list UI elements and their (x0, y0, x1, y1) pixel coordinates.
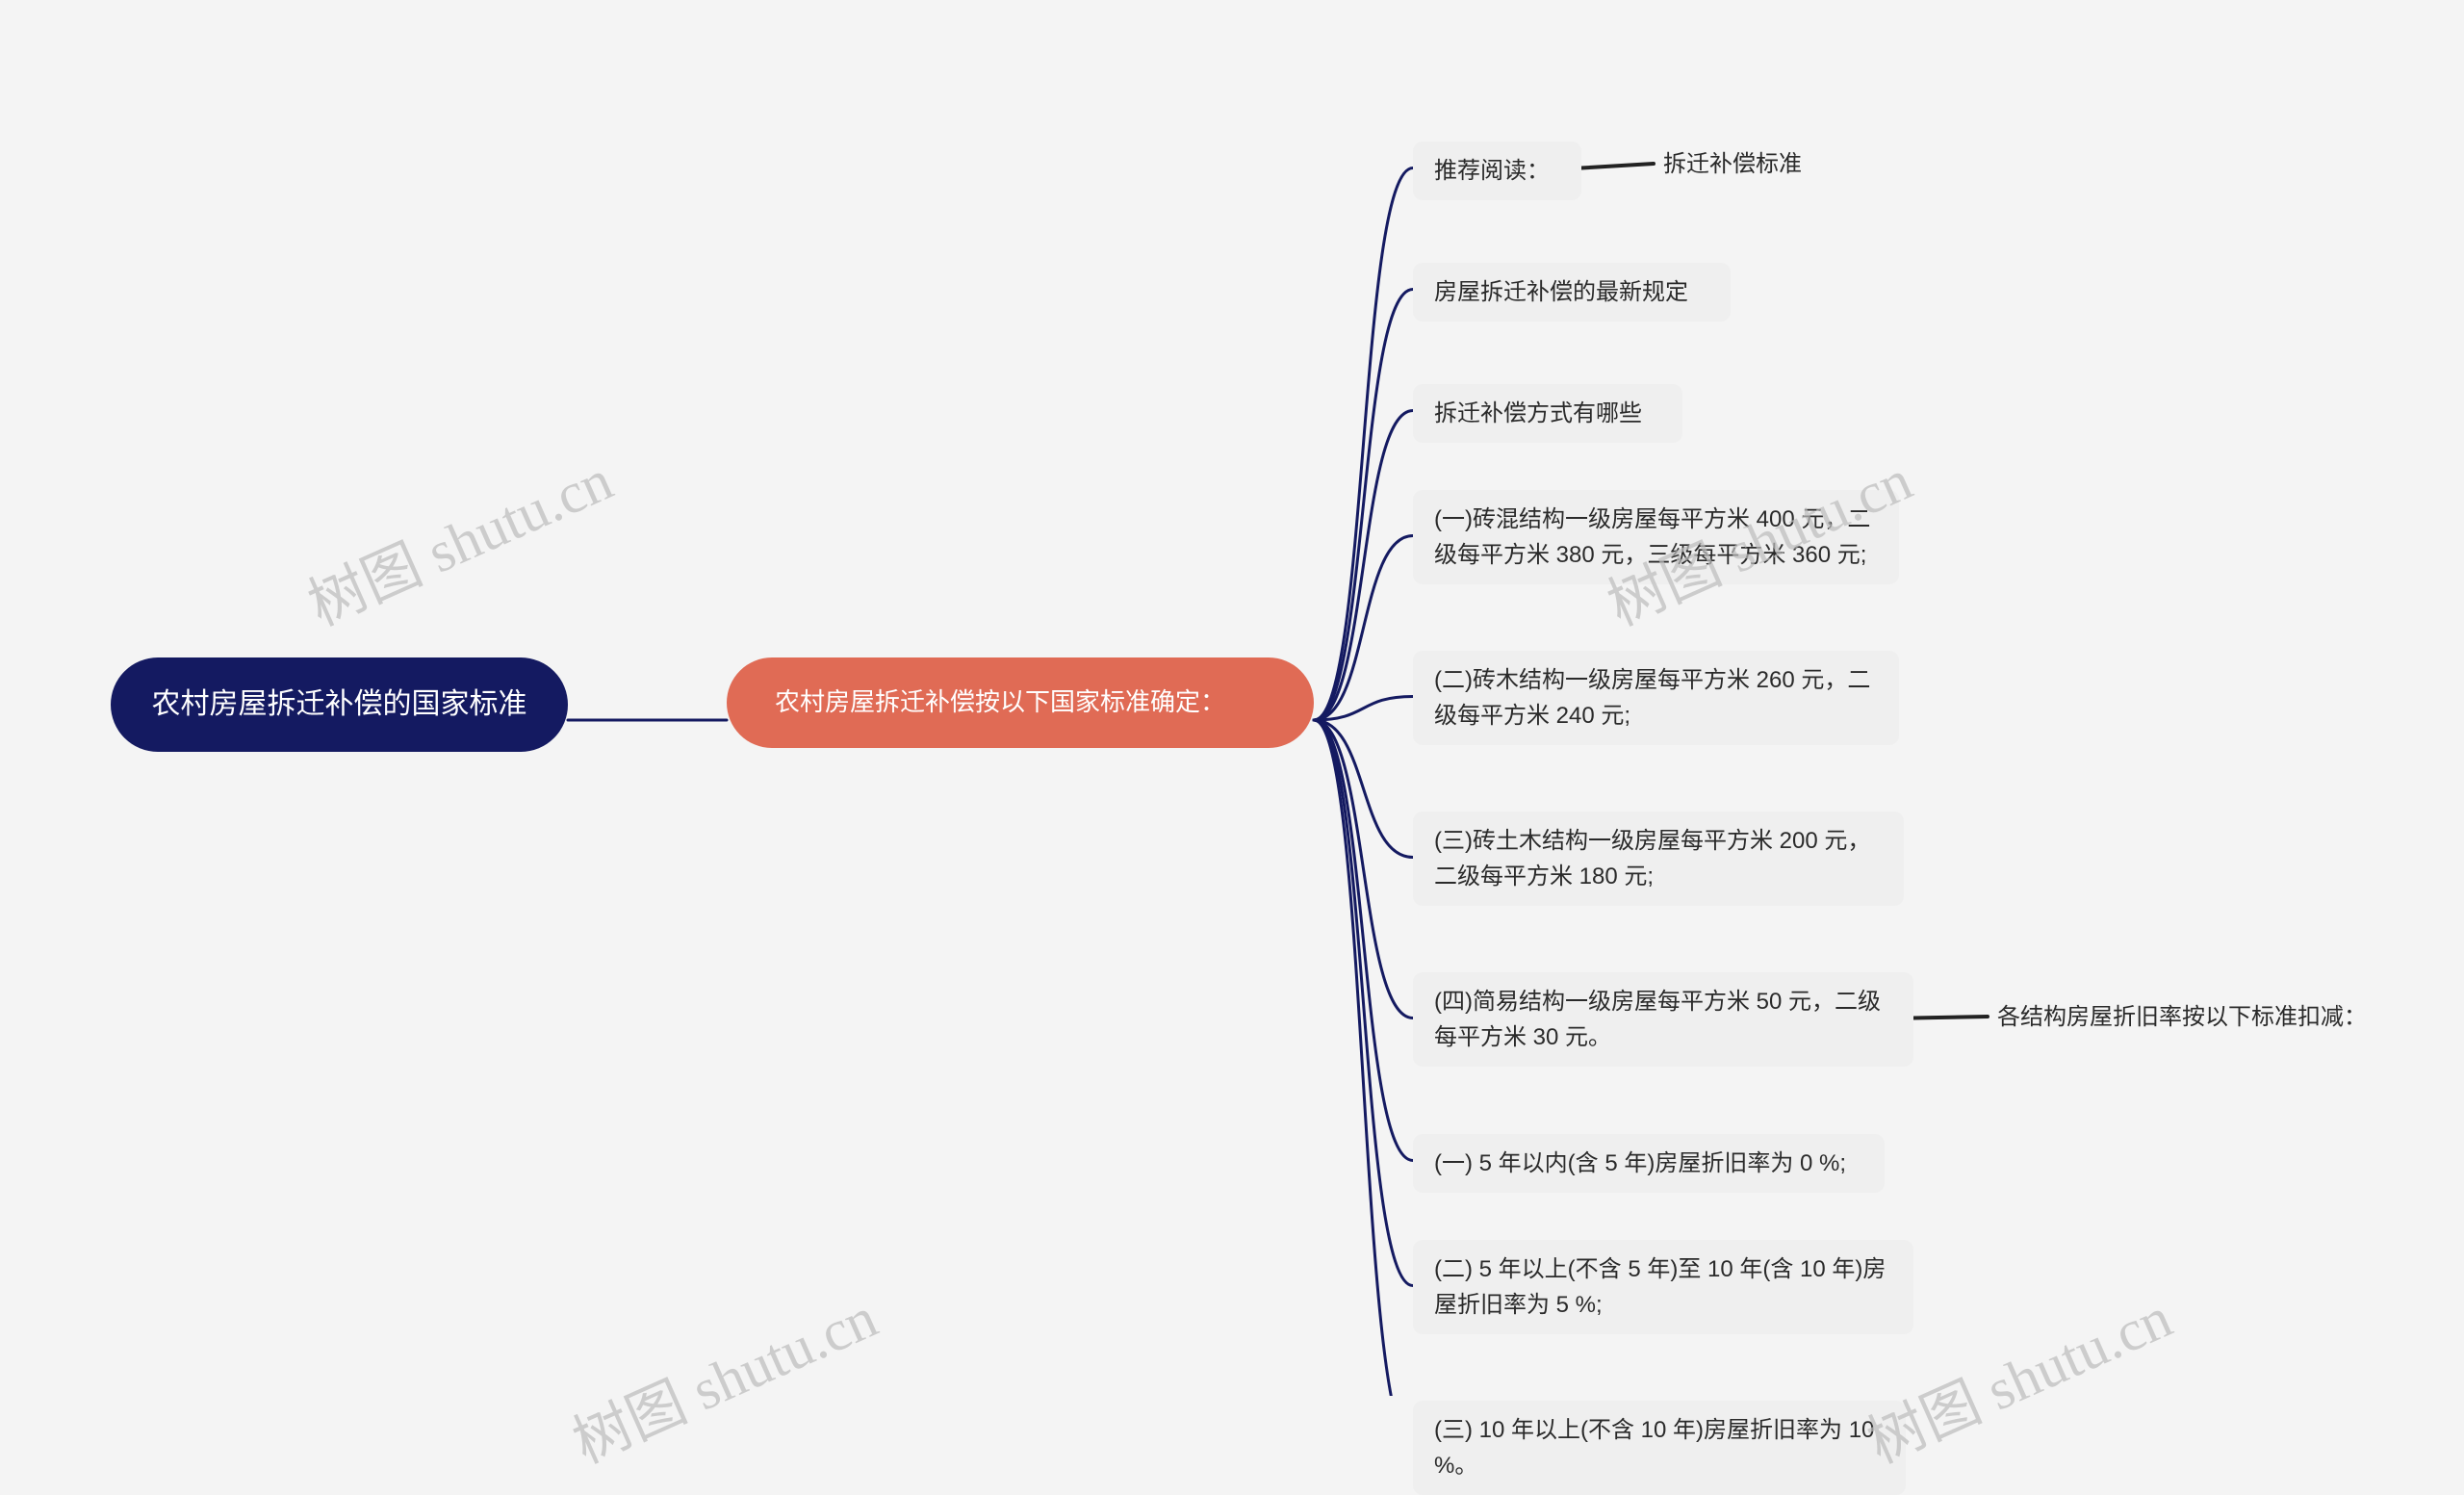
leaf-node[interactable]: 推荐阅读： (1413, 142, 1581, 200)
sub-text: 农村房屋拆迁补偿按以下国家标准确定： (775, 687, 1225, 716)
leaf-text: 推荐阅读： (1434, 158, 1550, 184)
leaf-text: 拆迁补偿方式有哪些 (1434, 400, 1642, 426)
leaf-node[interactable]: 房屋拆迁补偿的最新规定 (1413, 263, 1731, 322)
leaf-text: (四)简易结构一级房屋每平方米 50 元，二级每平方米 30 元。 (1434, 989, 1881, 1050)
root-text: 农村房屋拆迁补偿的国家标准 (152, 688, 527, 720)
leaf-text: 房屋拆迁补偿的最新规定 (1434, 279, 1688, 305)
minor-node[interactable]: 拆迁补偿标准 (1654, 142, 1846, 188)
leaf-text: (一) 5 年以内(含 5 年)房屋折旧率为 0 %; (1434, 1150, 1846, 1176)
mindmap-canvas: 农村房屋拆迁补偿的国家标准 农村房屋拆迁补偿按以下国家标准确定： 推荐阅读： 拆迁… (0, 0, 2464, 1396)
leaf-node[interactable]: (一) 5 年以内(含 5 年)房屋折旧率为 0 %; (1413, 1134, 1885, 1193)
leaf-text: (二) 5 年以上(不含 5 年)至 10 年(含 10 年)房屋折旧率为 5 … (1434, 1256, 1886, 1318)
leaf-node[interactable]: (二)砖木结构一级房屋每平方米 260 元，二级每平方米 240 元; (1413, 651, 1899, 745)
leaf-node[interactable]: (三) 10 年以上(不含 10 年)房屋折旧率为 10 %。 (1413, 1401, 1906, 1495)
watermark-text: 树图 shutu.cn (564, 1285, 886, 1475)
leaf-node[interactable]: (二) 5 年以上(不含 5 年)至 10 年(含 10 年)房屋折旧率为 5 … (1413, 1240, 1913, 1334)
watermark-text: 树图 shutu.cn (299, 448, 621, 637)
leaf-text: (三) 10 年以上(不含 10 年)房屋折旧率为 10 %。 (1434, 1417, 1874, 1479)
watermark: 树图 shutu.cn (294, 434, 624, 642)
sub-node[interactable]: 农村房屋拆迁补偿按以下国家标准确定： (727, 657, 1314, 748)
root-node[interactable]: 农村房屋拆迁补偿的国家标准 (111, 657, 568, 752)
watermark: 树图 shutu.cn (558, 1272, 888, 1480)
leaf-node[interactable]: (三)砖土木结构一级房屋每平方米 200 元，二级每平方米 180 元; (1413, 812, 1904, 906)
minor-text: 各结构房屋折旧率按以下标准扣减： (1997, 1004, 2367, 1030)
leaf-node[interactable]: (四)简易结构一级房屋每平方米 50 元，二级每平方米 30 元。 (1413, 972, 1913, 1067)
leaf-text: (一)砖混结构一级房屋每平方米 400 元，二级每平方米 380 元，三级每平方… (1434, 506, 1870, 568)
leaf-node[interactable]: 拆迁补偿方式有哪些 (1413, 384, 1682, 443)
minor-text: 拆迁补偿标准 (1663, 151, 1802, 177)
leaf-text: (三)砖土木结构一级房屋每平方米 200 元，二级每平方米 180 元; (1434, 828, 1870, 889)
leaf-text: (二)砖木结构一级房屋每平方米 260 元，二级每平方米 240 元; (1434, 667, 1870, 729)
minor-node[interactable]: 各结构房屋折旧率按以下标准扣减： (1988, 994, 2401, 1041)
leaf-node[interactable]: (一)砖混结构一级房屋每平方米 400 元，二级每平方米 380 元，三级每平方… (1413, 490, 1899, 584)
